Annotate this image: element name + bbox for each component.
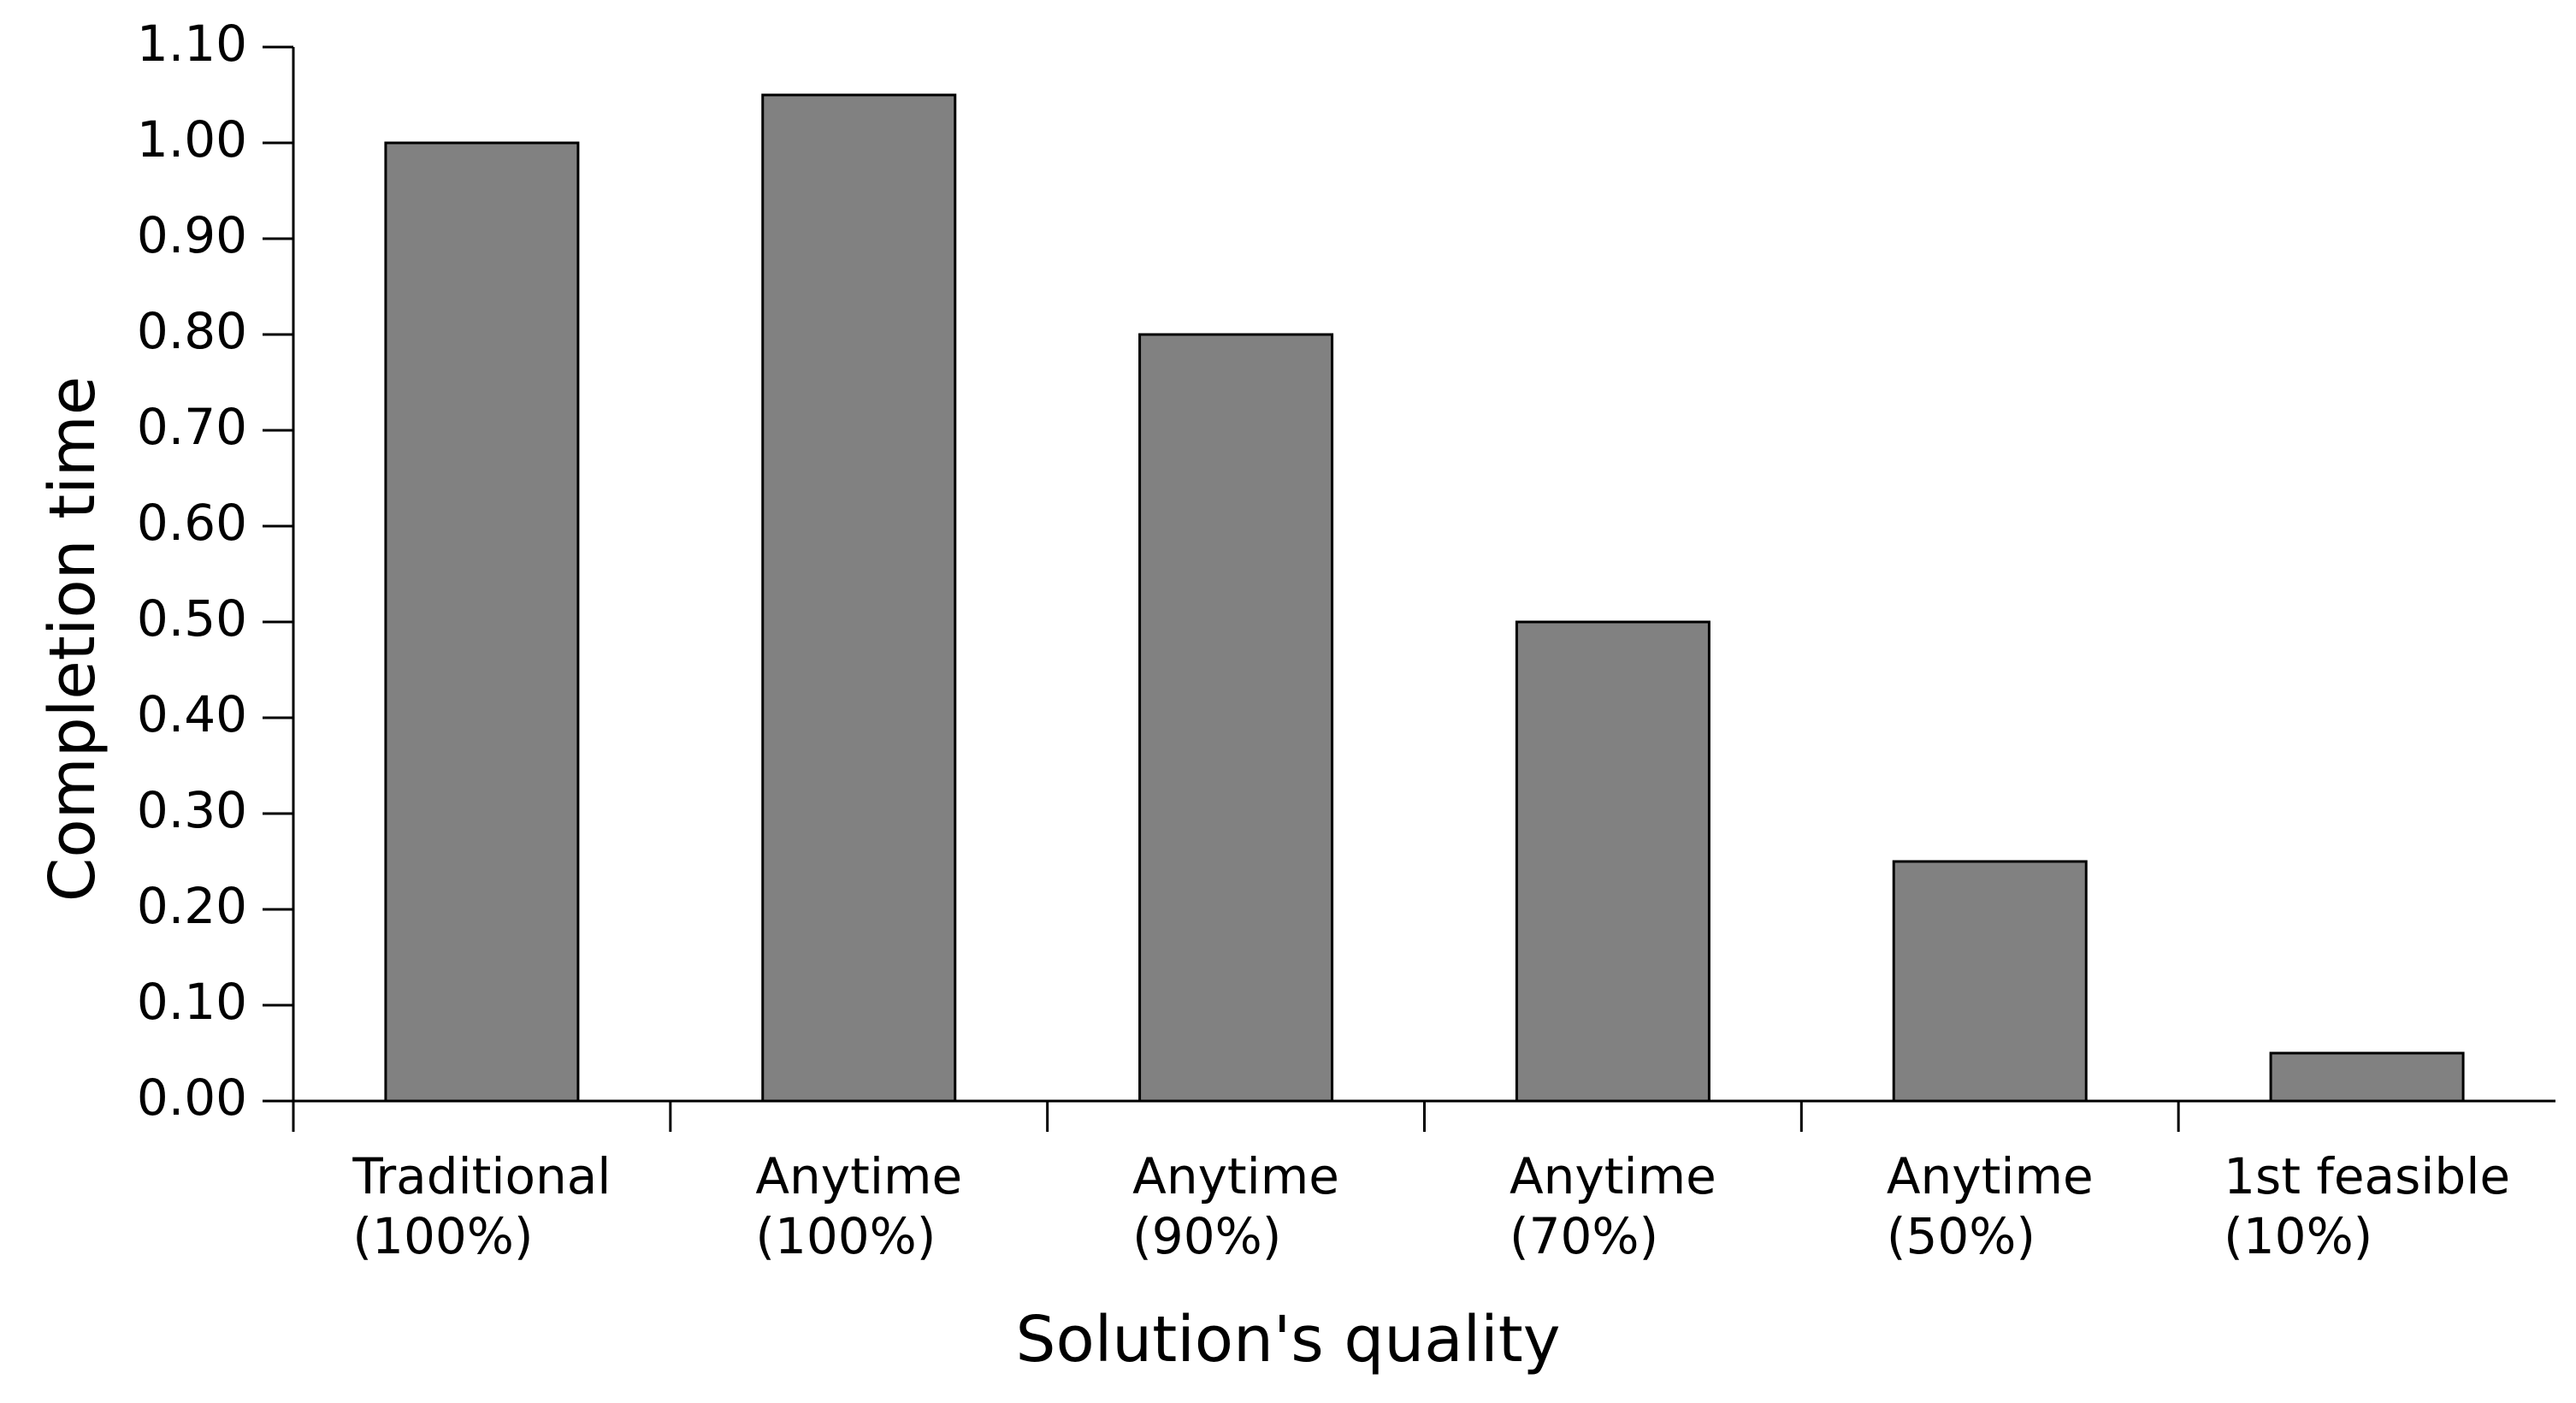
bar-2 — [761, 93, 957, 1103]
y-tick-label: 0.90 — [136, 206, 247, 264]
y-tick-label: 0.80 — [136, 302, 247, 360]
bar-6 — [2269, 1051, 2465, 1103]
x-axis-title: Solution's quality — [1015, 1303, 1561, 1376]
y-tick-label: 0.10 — [136, 973, 247, 1031]
bar-5 — [1892, 860, 2088, 1103]
y-axis-title: Completion time — [36, 376, 109, 903]
x-category-label-line: Anytime — [1886, 1147, 2094, 1205]
x-category-label: Anytime (70%) — [1510, 1146, 1716, 1266]
bar-1 — [384, 141, 580, 1103]
y-tick-label: 0.20 — [136, 877, 247, 935]
x-category-label-line: Anytime — [755, 1147, 963, 1205]
x-category-label-line: Anytime — [1132, 1147, 1339, 1205]
x-category-label-line: 1st feasible — [2224, 1147, 2511, 1205]
y-tick-label: 0.00 — [136, 1069, 247, 1127]
x-category-label-line: (90%) — [1132, 1207, 1282, 1265]
x-category-label: Anytime (100%) — [755, 1146, 962, 1266]
x-category-label-line: (70%) — [1510, 1207, 1659, 1265]
x-category-label: Anytime (50%) — [1887, 1146, 2094, 1266]
y-tick-label: 0.40 — [136, 685, 247, 743]
y-tick-label: 0.30 — [136, 781, 247, 839]
x-category-label-line: (100%) — [352, 1207, 534, 1265]
x-category-label: 1st feasible (10%) — [2224, 1146, 2510, 1266]
x-category-label-line: (10%) — [2224, 1207, 2373, 1265]
x-category-label-line: (50%) — [1886, 1207, 2036, 1265]
y-tick-label: 0.50 — [136, 589, 247, 648]
x-category-label: Anytime (90%) — [1132, 1146, 1339, 1266]
x-category-label: Traditional (100%) — [352, 1146, 611, 1266]
x-category-label-line: Anytime — [1510, 1147, 1716, 1205]
bar-4 — [1515, 620, 1710, 1103]
x-category-label-line: (100%) — [755, 1207, 936, 1265]
y-tick-label: 0.60 — [136, 494, 247, 552]
y-tick-label: 1.00 — [136, 110, 247, 169]
x-category-label-line: Traditional — [352, 1147, 612, 1205]
y-tick-label: 1.10 — [136, 15, 247, 73]
y-tick-label: 0.70 — [136, 398, 247, 456]
bar-3 — [1138, 333, 1334, 1103]
